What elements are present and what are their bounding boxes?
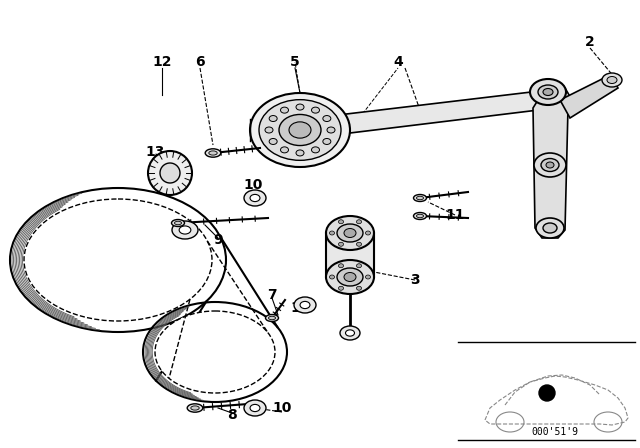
Ellipse shape [602,73,622,87]
Text: 8: 8 [227,408,237,422]
Text: 6: 6 [195,55,205,69]
Polygon shape [338,88,572,133]
Text: 1: 1 [25,258,35,272]
Ellipse shape [312,107,319,113]
Ellipse shape [356,242,362,246]
Ellipse shape [155,311,275,393]
Ellipse shape [269,138,277,144]
Text: 12: 12 [152,55,172,69]
Ellipse shape [160,163,180,183]
Ellipse shape [300,302,310,309]
Ellipse shape [546,162,554,168]
Ellipse shape [266,314,278,322]
Ellipse shape [259,99,341,160]
Ellipse shape [530,79,566,105]
Ellipse shape [250,405,260,412]
Text: 9: 9 [213,233,223,247]
Ellipse shape [280,147,289,153]
Ellipse shape [294,297,316,313]
Ellipse shape [280,107,289,113]
Ellipse shape [417,196,424,200]
Ellipse shape [538,85,558,99]
Ellipse shape [330,275,335,279]
Ellipse shape [344,228,356,237]
Polygon shape [560,75,618,118]
Ellipse shape [250,93,350,167]
Ellipse shape [296,150,304,156]
Ellipse shape [269,116,277,121]
Ellipse shape [172,221,198,239]
Ellipse shape [327,127,335,133]
Ellipse shape [330,231,335,235]
Ellipse shape [337,268,363,286]
Text: 5: 5 [290,55,300,69]
Text: 10: 10 [272,401,292,415]
Text: 4: 4 [393,55,403,69]
Ellipse shape [244,400,266,416]
Ellipse shape [340,326,360,340]
Ellipse shape [413,194,426,202]
Ellipse shape [413,212,426,220]
Ellipse shape [541,159,559,172]
Ellipse shape [326,216,374,250]
Ellipse shape [250,194,260,202]
Ellipse shape [187,404,203,412]
Ellipse shape [417,214,424,218]
Ellipse shape [205,149,221,157]
Text: 13: 13 [145,145,164,159]
Ellipse shape [279,114,321,146]
Ellipse shape [323,116,331,121]
Ellipse shape [339,264,344,268]
Ellipse shape [356,286,362,290]
Ellipse shape [337,224,363,242]
Text: 11: 11 [445,208,465,222]
Ellipse shape [534,153,566,177]
Ellipse shape [179,226,191,234]
Ellipse shape [356,220,362,224]
Ellipse shape [312,147,319,153]
Ellipse shape [323,138,331,144]
Ellipse shape [326,260,374,294]
Ellipse shape [543,89,553,95]
Ellipse shape [269,316,275,320]
Text: 7: 7 [267,288,277,302]
Ellipse shape [543,223,557,233]
Ellipse shape [356,264,362,268]
Text: 000'51'9: 000'51'9 [531,427,579,437]
Ellipse shape [24,199,212,321]
Ellipse shape [365,275,371,279]
Ellipse shape [346,330,355,336]
Ellipse shape [339,242,344,246]
Text: 2: 2 [585,35,595,49]
Text: 3: 3 [410,273,420,287]
Ellipse shape [191,406,199,410]
Ellipse shape [344,272,356,281]
Ellipse shape [607,77,617,83]
Ellipse shape [289,122,311,138]
Ellipse shape [265,127,273,133]
Ellipse shape [536,218,564,238]
Ellipse shape [339,286,344,290]
Ellipse shape [209,151,217,155]
Ellipse shape [244,190,266,206]
Ellipse shape [148,151,192,195]
Ellipse shape [175,221,182,225]
Text: 10: 10 [243,178,262,192]
Ellipse shape [539,385,555,401]
Polygon shape [533,95,568,238]
Text: 10: 10 [291,301,310,315]
Ellipse shape [365,231,371,235]
Ellipse shape [172,220,184,227]
Ellipse shape [339,220,344,224]
Ellipse shape [296,104,304,110]
